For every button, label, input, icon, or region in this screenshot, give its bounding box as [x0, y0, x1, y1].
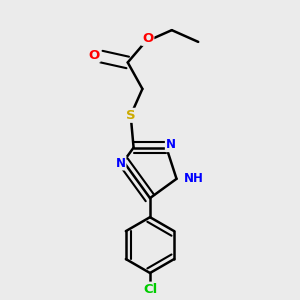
Text: O: O — [88, 49, 100, 62]
Text: S: S — [126, 109, 136, 122]
Text: N: N — [116, 157, 125, 169]
Text: N: N — [166, 138, 176, 151]
Text: Cl: Cl — [143, 283, 157, 296]
Text: O: O — [142, 32, 153, 45]
Text: NH: NH — [184, 172, 204, 185]
